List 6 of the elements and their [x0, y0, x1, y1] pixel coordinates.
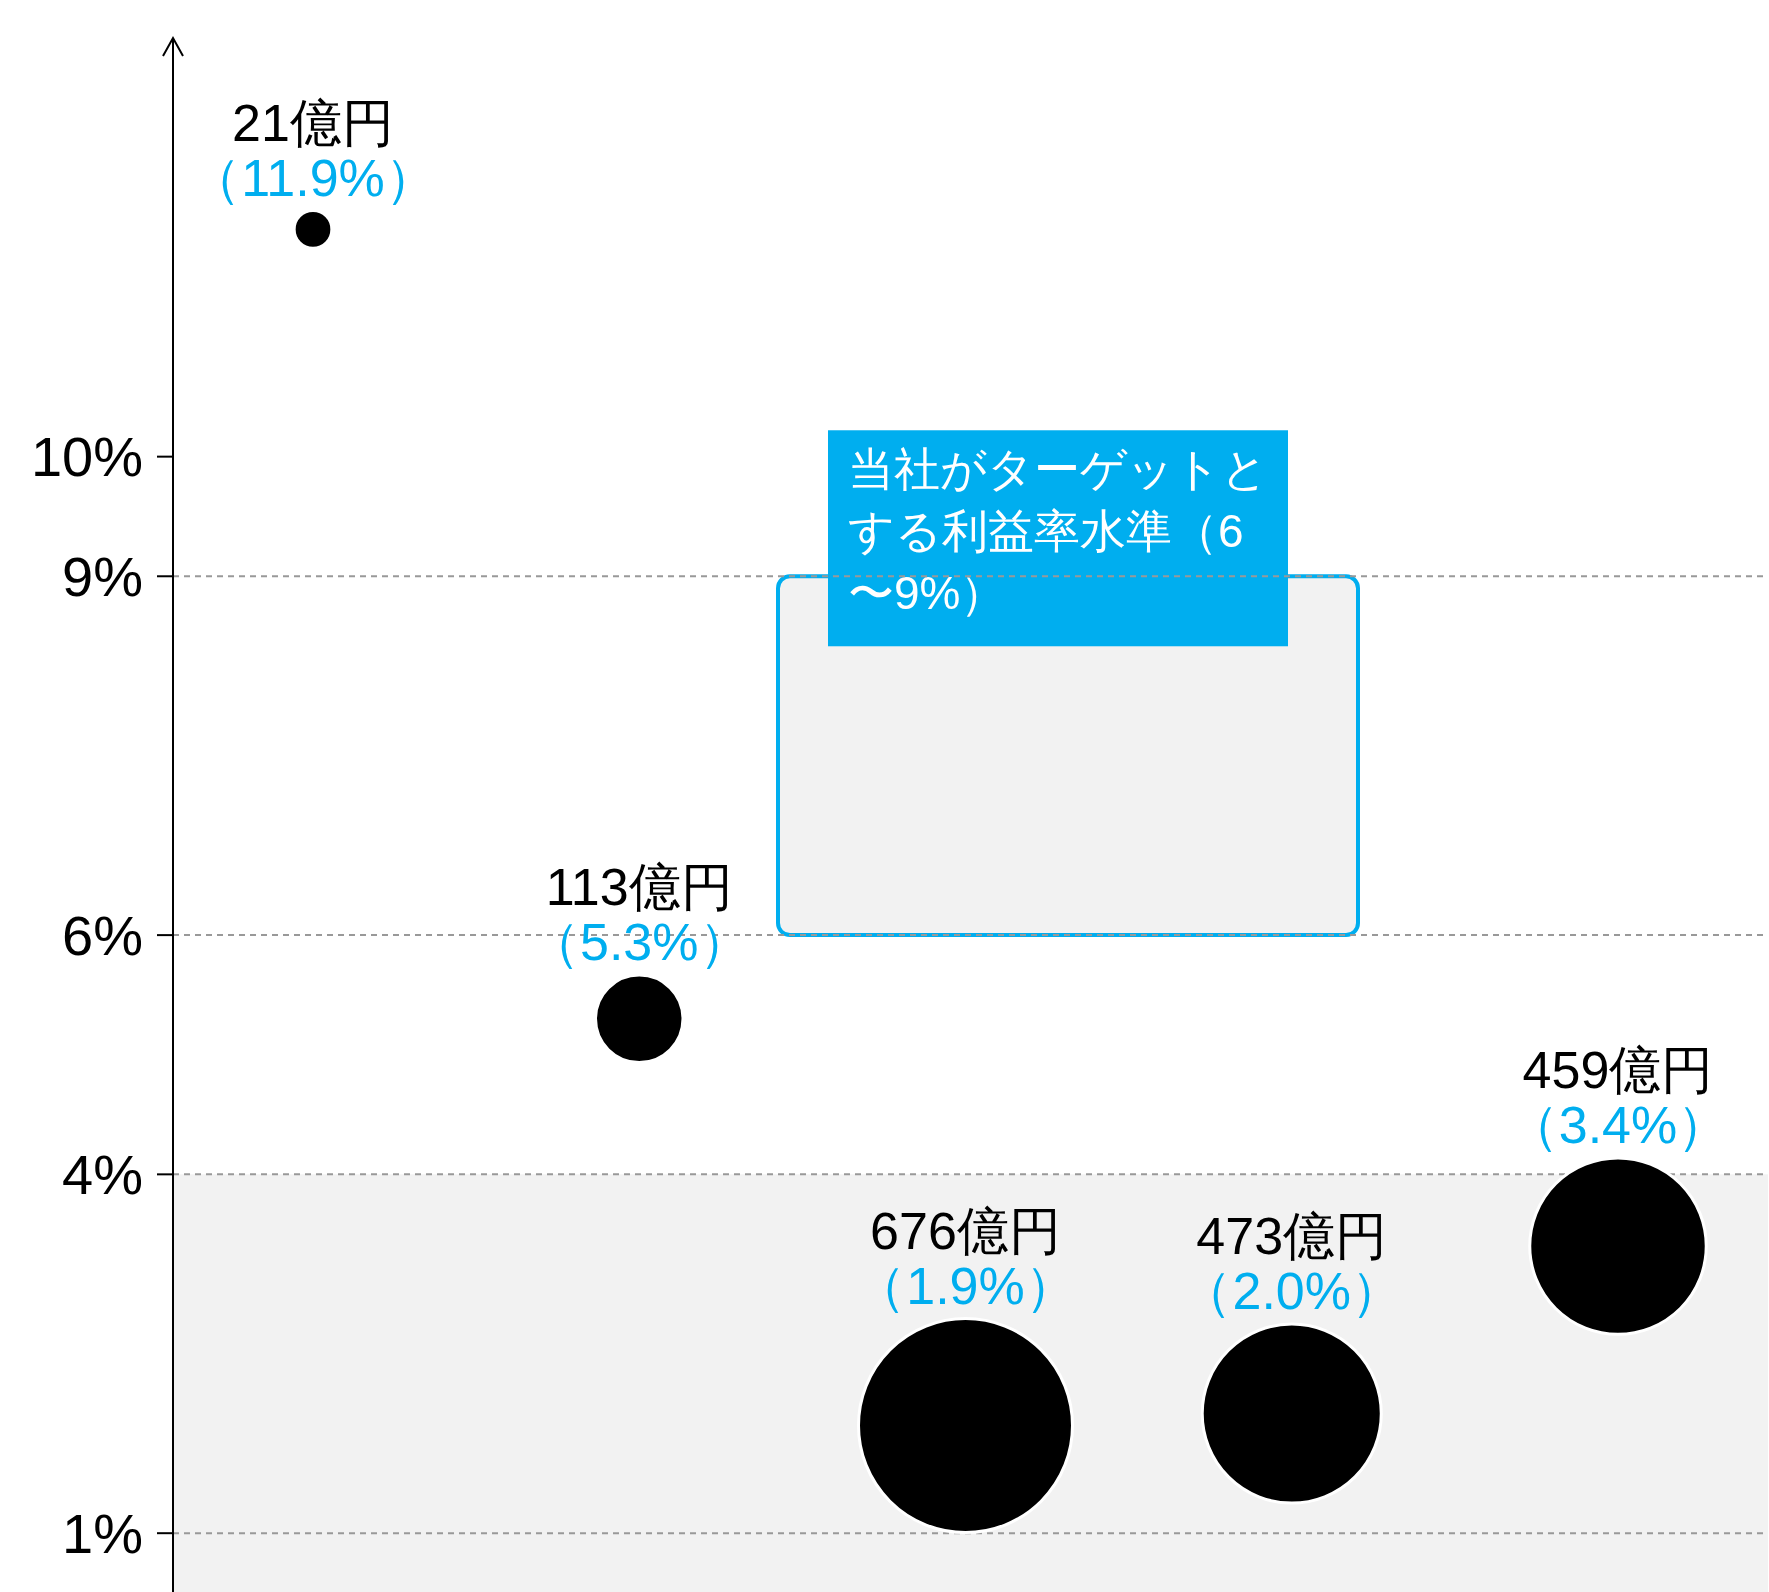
y-tick-label: 10%	[30, 425, 143, 489]
y-tick-label: 1%	[62, 1501, 143, 1565]
y-tick-label: 4%	[62, 1142, 143, 1206]
y-tick-label: 9%	[62, 544, 143, 608]
band-label: 当社がターゲットとする利益率水準（6〜9%）	[848, 443, 1268, 620]
y-tick-label: 6%	[62, 903, 143, 967]
